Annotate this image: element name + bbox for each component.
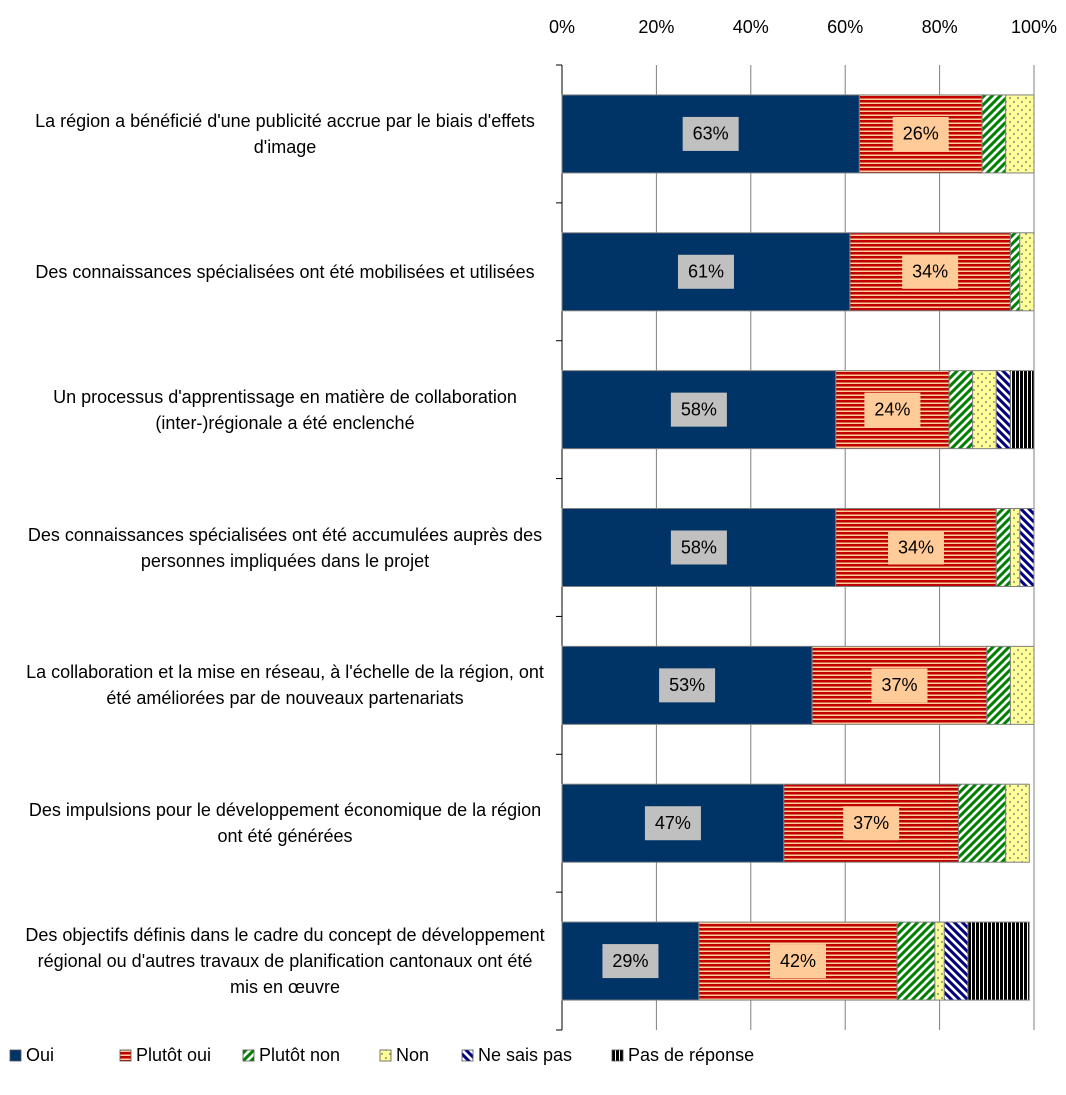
data-label: 34% xyxy=(898,537,934,557)
bar-segment xyxy=(896,921,936,1001)
data-label-box xyxy=(670,530,727,565)
data-label-box xyxy=(888,530,944,565)
data-label: 37% xyxy=(881,675,917,695)
data-label-box xyxy=(770,944,826,979)
data-label-box xyxy=(670,392,727,427)
bar-segment xyxy=(1005,783,1030,863)
legend-swatch xyxy=(379,1049,392,1062)
bar-segment xyxy=(967,921,1030,1001)
legend-label: Non xyxy=(396,1045,429,1065)
data-label: 37% xyxy=(853,813,889,833)
bar-segment xyxy=(1009,370,1035,450)
x-tick-label: 20% xyxy=(638,17,674,37)
category-label: Des connaissances spécialisées ont été a… xyxy=(27,524,543,571)
category-label: Des impulsions pour le développement éco… xyxy=(28,800,542,847)
legend-swatch xyxy=(9,1049,22,1062)
bar-segment xyxy=(1019,508,1035,587)
x-tick-label: 60% xyxy=(827,17,863,37)
bar-segment xyxy=(981,94,1007,174)
x-tick-label: 40% xyxy=(733,17,769,37)
legend-swatch xyxy=(611,1049,624,1062)
data-label: 58% xyxy=(681,399,717,419)
x-tick-label: 80% xyxy=(922,17,958,37)
legend-label: Plutôt non xyxy=(259,1045,340,1065)
data-label-box xyxy=(871,668,928,703)
data-label-box xyxy=(602,944,659,979)
x-tick-label: 100% xyxy=(1011,17,1057,37)
category-label: La région a bénéficié d'une publicité ac… xyxy=(35,110,535,157)
data-label-box xyxy=(677,254,734,289)
legend-label: Ne sais pas xyxy=(478,1045,572,1065)
data-label: 53% xyxy=(669,675,705,695)
data-label: 29% xyxy=(612,951,648,971)
x-tick-label: 0% xyxy=(549,17,575,37)
legend-label: Oui xyxy=(26,1045,54,1065)
bar-segment xyxy=(957,783,1007,863)
data-label: 61% xyxy=(688,262,724,282)
bar-segment xyxy=(986,645,1011,725)
legend-label: Plutôt oui xyxy=(136,1045,211,1065)
data-label: 47% xyxy=(655,813,691,833)
data-label-box xyxy=(644,806,701,841)
category-label: Des connaissances spécialisées ont été m… xyxy=(35,261,535,282)
category-label: La collaboration et la mise en réseau, à… xyxy=(26,662,544,709)
data-label: 24% xyxy=(874,399,910,419)
bar-segment xyxy=(995,370,1011,450)
bar-segment xyxy=(972,370,997,450)
data-label-box xyxy=(892,116,949,151)
category-label: Des objectifs définis dans le cadre du c… xyxy=(25,925,545,998)
bar-segment xyxy=(1019,232,1035,312)
category-label: Un processus d'apprentissage en matière … xyxy=(53,386,517,433)
bar-segment xyxy=(1009,232,1021,312)
data-label: 58% xyxy=(681,537,717,557)
data-label: 63% xyxy=(693,124,729,144)
data-label: 42% xyxy=(780,951,816,971)
data-label: 26% xyxy=(903,124,939,144)
data-label-box xyxy=(659,668,716,703)
bar-segment xyxy=(1005,94,1035,174)
legend-swatch xyxy=(461,1049,474,1062)
data-label-box xyxy=(864,392,921,427)
data-label-box xyxy=(682,116,739,151)
bar-segment xyxy=(1009,508,1021,587)
legend-label: Pas de réponse xyxy=(628,1045,754,1065)
data-label-box xyxy=(843,806,900,841)
data-label-box xyxy=(902,254,959,289)
legend-swatch xyxy=(119,1049,132,1062)
bar-segment xyxy=(943,921,969,1001)
legend-swatch xyxy=(242,1049,255,1062)
bar-segment xyxy=(995,508,1011,587)
data-label: 34% xyxy=(912,262,948,282)
bar-segment xyxy=(934,921,945,1001)
bar-segment xyxy=(1009,645,1035,725)
bar-segment xyxy=(948,370,974,450)
